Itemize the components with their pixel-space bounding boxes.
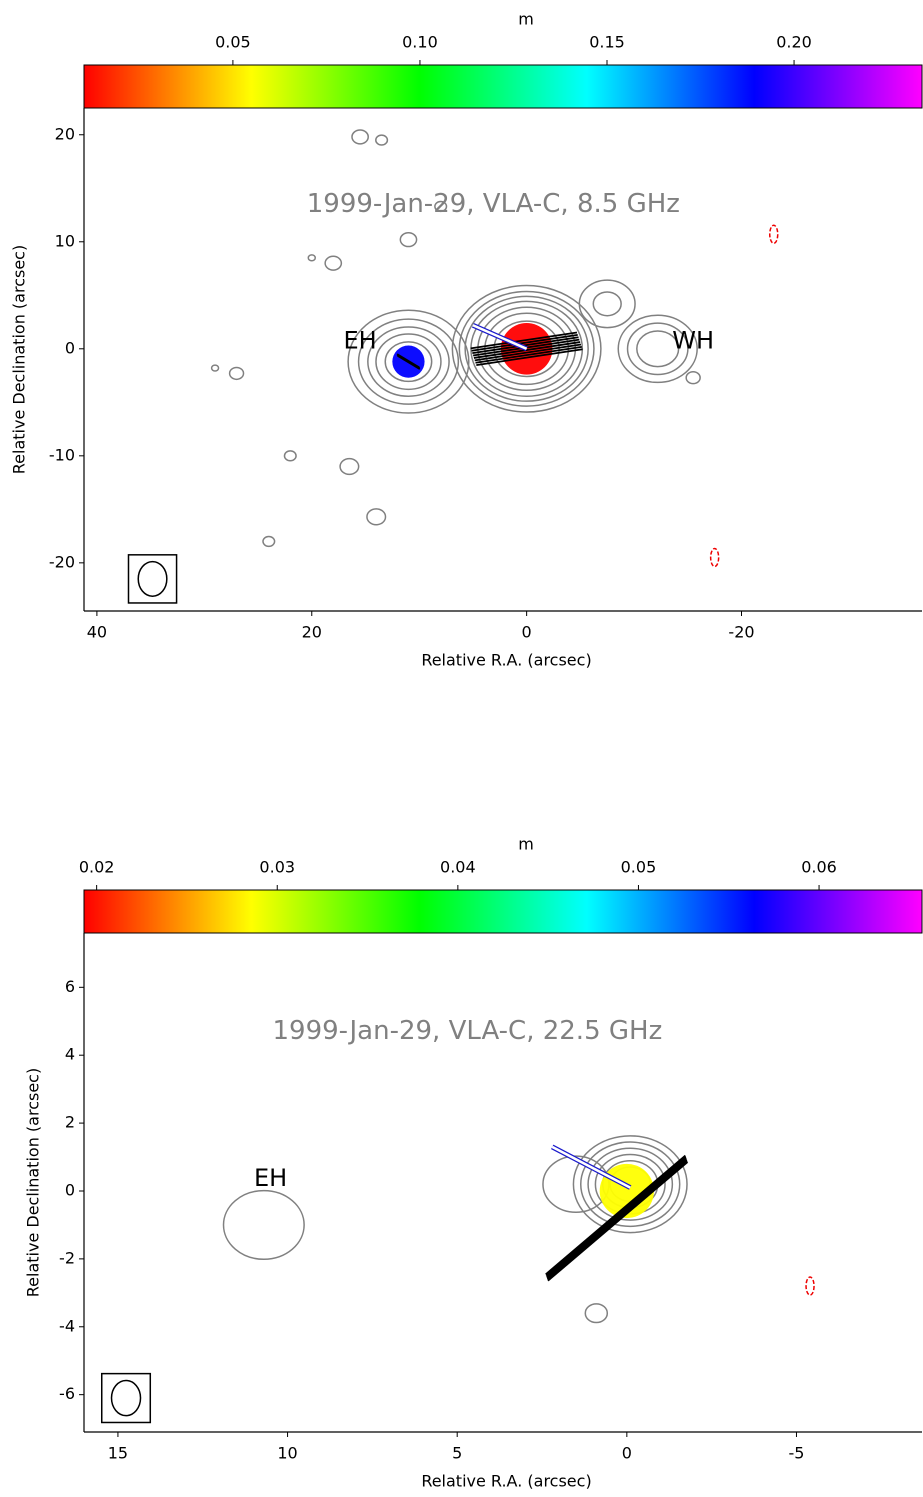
contour [212, 365, 219, 371]
x-tick-label: 0 [622, 1444, 632, 1463]
y-tick-label: 10 [55, 231, 75, 250]
colorbar-label: m [518, 10, 534, 29]
figure: 0.05 0.10 0.15 0.20 m 1999-Jan-29, VLA-C, 8.5… [0, 0, 923, 1493]
plot-area [102, 1136, 814, 1423]
annotation: EH [344, 326, 377, 354]
annotation: WH [672, 326, 714, 354]
colorbar-tick-label: 0.04 [440, 858, 476, 877]
panel-title: 1999-Jan-29, VLA-C, 22.5 GHz [273, 1016, 663, 1046]
y-tick-label: -20 [49, 552, 75, 571]
negative-contour [770, 225, 778, 243]
x-tick-label: 5 [452, 1444, 462, 1463]
y-tick-label: 0 [65, 1180, 75, 1199]
contour [376, 135, 388, 145]
x-axis-label: Relative R.A. (arcsec) [421, 651, 591, 670]
y-tick-label: -2 [59, 1248, 75, 1267]
contour [263, 536, 275, 546]
y-tick-label: -6 [59, 1384, 75, 1403]
colorbar-label: m [518, 835, 534, 854]
colorbar-tick-label: 0.05 [215, 33, 251, 52]
y-tick-label: -10 [49, 445, 75, 464]
contour [230, 367, 244, 379]
y-tick-label: 2 [65, 1113, 75, 1132]
y-axis-label: Relative Declination (arcsec) [10, 245, 29, 474]
y-tick-label: 4 [65, 1045, 75, 1064]
y-tick-label: -4 [59, 1316, 75, 1335]
contour [367, 509, 386, 525]
contour [284, 451, 296, 461]
x-tick-label: 20 [302, 623, 322, 642]
annotation: EH [254, 1164, 287, 1192]
contour [593, 292, 621, 316]
beam [112, 1380, 141, 1415]
colorbar-tick-label: 0.06 [801, 858, 837, 877]
panel-title: 1999-Jan-29, VLA-C, 8.5 GHz [307, 189, 680, 219]
colorbar-tick-label: 0.10 [402, 33, 438, 52]
y-tick-label: 6 [65, 977, 75, 996]
contour [579, 280, 635, 327]
x-axis-label: Relative R.A. (arcsec) [421, 1472, 591, 1491]
contour [325, 256, 341, 270]
negative-contour [806, 1277, 814, 1295]
polarization-blob [501, 323, 553, 375]
colorbar-tick-label: 0.03 [259, 858, 295, 877]
x-tick-label: 0 [522, 623, 532, 642]
x-tick-label: 15 [108, 1444, 128, 1463]
contour [340, 459, 359, 475]
y-tick-label: 20 [55, 124, 75, 143]
contour [352, 130, 368, 144]
contour [400, 233, 416, 247]
beam [138, 562, 167, 597]
x-tick-label: 10 [277, 1444, 297, 1463]
x-tick-label: -20 [728, 623, 754, 642]
colorbar-tick-label: 0.05 [621, 858, 657, 877]
colorbar [84, 65, 922, 108]
y-axis-label: Relative Declination (arcsec) [24, 1068, 43, 1297]
contour [224, 1191, 305, 1260]
x-tick-label: 40 [87, 623, 107, 642]
colorbar-tick-label: 0.20 [776, 33, 812, 52]
x-tick-label: -5 [788, 1444, 804, 1463]
colorbar-tick-label: 0.15 [589, 33, 625, 52]
negative-contour [711, 548, 719, 566]
contour [308, 255, 315, 261]
contour [543, 1156, 609, 1212]
contour [686, 372, 700, 384]
y-tick-label: 0 [65, 338, 75, 357]
colorbar [84, 890, 922, 933]
colorbar-tick-label: 0.02 [79, 858, 115, 877]
contour [585, 1304, 607, 1323]
